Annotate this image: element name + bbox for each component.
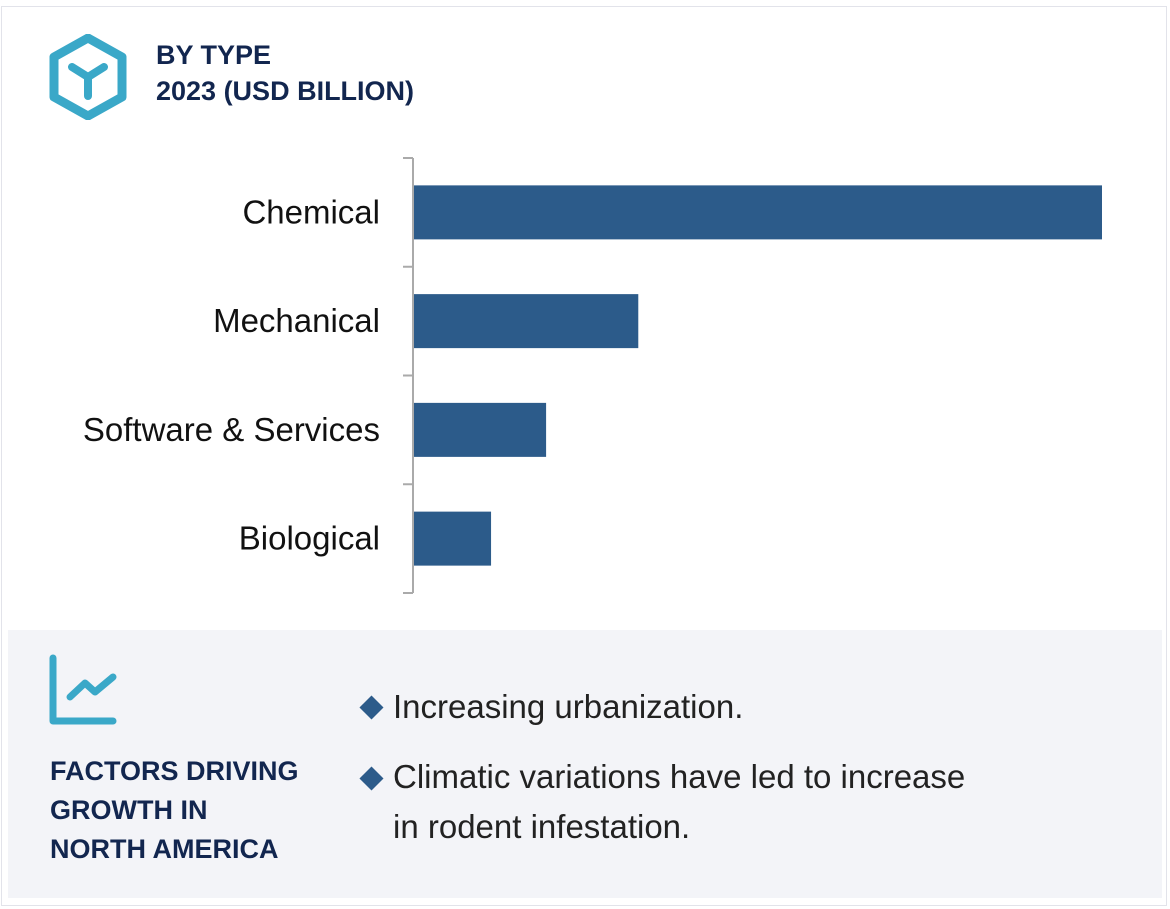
- category-label: Software & Services: [83, 411, 380, 448]
- factor-item: Climatic variations have led to increase: [393, 758, 966, 795]
- category-label: Chemical: [242, 193, 380, 230]
- hexagon-y-icon: [49, 34, 127, 120]
- diamond-bullet-icon: [359, 766, 384, 791]
- bar-chart: Chemical Mechanical Software & Services Bio…: [83, 157, 1102, 594]
- factors-title-line: NORTH AMERICA: [50, 834, 279, 864]
- bar-biological: [414, 511, 492, 566]
- card-border: [1, 6, 1167, 906]
- category-label: Mechanical: [213, 302, 380, 339]
- factors-title-line: GROWTH IN: [50, 795, 208, 825]
- line-chart-icon: [49, 654, 117, 725]
- factor-item: Increasing urbanization.: [393, 688, 744, 725]
- factors-title-line: FACTORS DRIVING: [50, 756, 299, 786]
- bar-chemical: [414, 185, 1102, 240]
- category-label: Biological: [239, 520, 380, 557]
- factors-panel: FACTORS DRIVING GROWTH IN NORTH AMERICA …: [8, 630, 1162, 898]
- bar-software-services: [414, 402, 547, 457]
- bar-mechanical: [414, 294, 639, 349]
- factor-item: in rodent infestation.: [393, 808, 691, 845]
- chart-title-line1: BY TYPE: [156, 40, 272, 70]
- chart-title-line2: 2023 (USD BILLION): [156, 76, 415, 106]
- diamond-bullet-icon: [359, 695, 384, 720]
